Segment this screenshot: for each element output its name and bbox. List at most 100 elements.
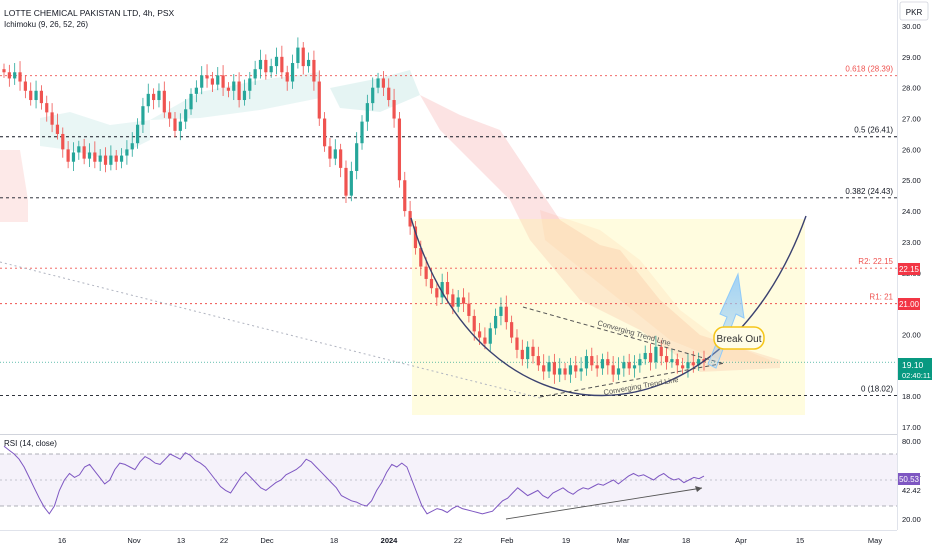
candle-body (472, 315, 476, 332)
candle-body (248, 78, 252, 91)
candle-body (526, 346, 530, 360)
candle-body (419, 248, 423, 267)
candle-body (258, 59, 263, 70)
cup-curve[interactable] (410, 215, 807, 397)
candle-body (13, 72, 17, 79)
candle-body (563, 368, 567, 375)
candle-body (638, 359, 642, 366)
y-tick-label: 30.00 (902, 22, 921, 31)
candle-body (648, 352, 653, 363)
level-label: 0.382 (24.43) (845, 187, 893, 196)
candle-body (622, 362, 626, 369)
candle-body (34, 90, 38, 101)
breakout-callout[interactable] (713, 326, 765, 350)
candle-body (477, 331, 482, 338)
candle-body (691, 362, 695, 366)
candle-body (152, 93, 156, 101)
y-tick-label: 18.00 (902, 392, 921, 401)
x-tick-label: Dec (260, 536, 274, 545)
y-tick-label: 24.00 (902, 207, 921, 216)
candle-body (226, 87, 231, 91)
candle-body (440, 282, 444, 298)
candle-body (488, 328, 492, 344)
candle-body (317, 81, 321, 119)
candle-body (349, 170, 353, 196)
candle-body (568, 365, 573, 375)
x-tick-label: 13 (177, 536, 185, 545)
candle-body (237, 81, 241, 101)
time-axis[interactable]: 16 Nov 13 22 Dec 18 2024 22 Feb 19 Mar 18 Apr 15 May (0, 530, 897, 546)
candle-body (109, 155, 113, 165)
rsi-line (3, 445, 705, 515)
rsi-divergence-line[interactable] (505, 487, 703, 520)
candle-body (168, 112, 172, 119)
y-tick-label: 23.00 (902, 238, 921, 247)
cloud-segment (40, 112, 150, 160)
candle-body (242, 90, 247, 101)
candle-body (130, 143, 134, 150)
currency-label: PKR (906, 8, 923, 17)
candle-body (606, 359, 610, 366)
candle-body (178, 121, 182, 131)
level-label: 0 (18.02) (861, 385, 893, 394)
candle-body (71, 152, 76, 162)
svg-text:22.15: 22.15 (899, 265, 920, 274)
candle-body (264, 59, 268, 73)
svg-text:50.53: 50.53 (899, 475, 920, 484)
cloud-segment (0, 150, 28, 222)
candle-body (632, 365, 637, 369)
candle-body (542, 365, 546, 372)
rsi-tick-label: 42.42 (902, 486, 921, 495)
candle-body (654, 346, 658, 363)
badge-r2: 22.15 (898, 263, 920, 275)
candle-body (675, 359, 679, 366)
candle-body (306, 59, 311, 67)
candle-body (98, 155, 102, 162)
candle-body (510, 322, 514, 338)
candle-body (616, 368, 621, 375)
candle-body (547, 362, 551, 372)
candle-body (45, 103, 49, 113)
candle-body (339, 149, 343, 168)
candle-body (413, 226, 418, 249)
candle-body (157, 90, 161, 101)
candle-body (7, 72, 11, 79)
candle-body (162, 90, 166, 113)
candle-body (77, 146, 81, 153)
candle-body (376, 78, 380, 88)
candle-body (135, 124, 140, 144)
cloud-segment (150, 72, 320, 120)
candle-body (2, 69, 6, 73)
candles (2, 37, 706, 384)
candle-body (103, 155, 108, 165)
converging-trend-line-lower[interactable] (539, 362, 726, 398)
candle-body (483, 337, 487, 344)
candle-body (55, 124, 60, 134)
candle-body (429, 278, 434, 289)
candle-body (451, 294, 455, 307)
candle-body (627, 362, 631, 369)
svg-text:02:40:11: 02:40:11 (902, 371, 931, 380)
candle-body (328, 146, 332, 159)
candle-body (87, 152, 92, 159)
candle-body (392, 100, 396, 119)
candle-body (173, 118, 177, 131)
cloud-segment (540, 210, 770, 364)
x-tick-label: 22 (454, 536, 462, 545)
candle-body (355, 143, 359, 171)
currency-box[interactable] (899, 1, 929, 21)
candle-body (659, 346, 663, 357)
candle-body (686, 362, 690, 369)
candle-body (301, 47, 305, 67)
candle-body (216, 75, 220, 85)
candle-body (323, 118, 327, 147)
candle-body (531, 346, 535, 357)
candle-body (29, 90, 33, 101)
rsi-tick-label: 80.00 (902, 437, 921, 446)
candle-body (296, 47, 300, 64)
svg-text:21.00: 21.00 (899, 300, 920, 309)
candle-body (119, 155, 124, 162)
candle-body (381, 78, 385, 88)
candle-body (312, 59, 316, 82)
